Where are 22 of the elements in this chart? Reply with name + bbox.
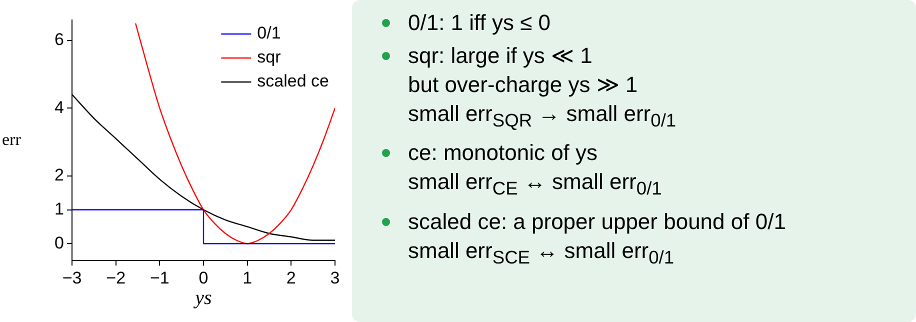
y-tick-label: 4 (54, 98, 64, 117)
legend-label: 0/1 (257, 24, 281, 43)
x-tick-label: −2 (106, 268, 126, 288)
x-axis-title: ys (193, 286, 212, 309)
x-tick-label: 3 (330, 268, 340, 288)
x-tick-label: −3 (62, 268, 82, 288)
y-axis-title: err (2, 130, 22, 149)
text: scaled ce: a proper upper bound of 0/1 small err$_{SCE}$ ↔ small err$_{0/1}$ (408, 208, 786, 268)
line-series (134, 22, 335, 244)
text: sqr: large if ys ≪ 1 but over-charge ys ≫ 1 small err$_{SQR}$ → small err$_{0/1}$ (408, 43, 676, 130)
legend-label: scaled ce (257, 72, 330, 91)
y-tick-label: 0 (54, 233, 64, 252)
x-tick-label: 0 (198, 268, 208, 288)
x-tick-label: −1 (150, 268, 170, 288)
x-tick-label: 2 (286, 268, 296, 288)
text: ce: monotonic of ys small err$_{CE}$ ↔ small err$_{0/1}$ (408, 140, 662, 199)
y-tick-label: 2 (54, 166, 64, 185)
y-tick-label: 6 (54, 30, 64, 50)
legend-label: sqr (257, 48, 282, 67)
y-tick-label: 1 (54, 199, 64, 218)
x-tick-label: 1 (242, 268, 252, 288)
text: 0/1: 1 iff ys ≤ 0 (408, 10, 551, 35)
